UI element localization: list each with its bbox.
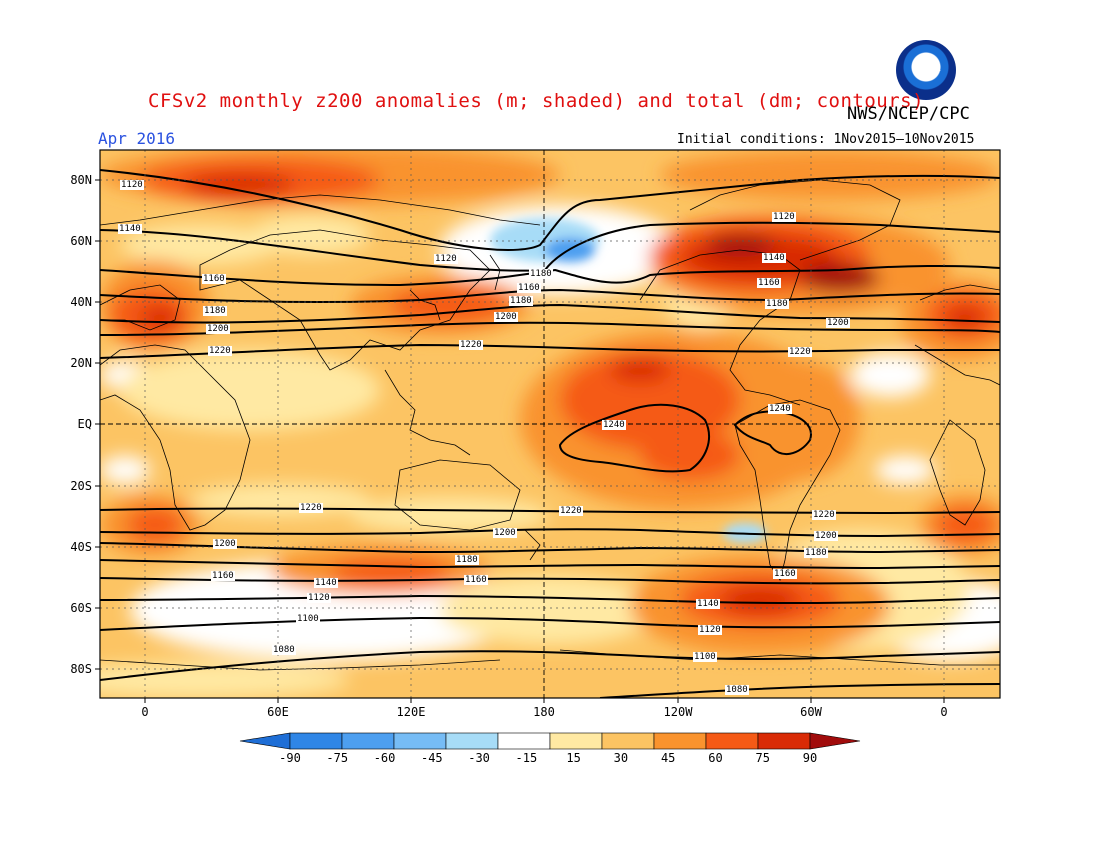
contour-label: 1200 (213, 539, 237, 549)
colorbar-tick-label: -90 (279, 751, 301, 765)
contour-label: 1100 (296, 614, 320, 624)
lat-label: EQ (77, 417, 92, 431)
contour-label: 1180 (765, 299, 789, 309)
shaded-anomalies (100, 150, 1000, 698)
height-contours (100, 169, 1000, 698)
colorbar-tick-label: -15 (515, 751, 538, 765)
contour-label: 1140 (314, 578, 338, 588)
lat-label: 60N (70, 234, 92, 248)
colorbar-swatch (497, 732, 551, 750)
colorbar-swatch (653, 732, 707, 750)
colorbar-tick-label: 45 (660, 751, 676, 765)
contour-label: 1120 (698, 625, 722, 635)
contour-label: 1140 (762, 253, 786, 263)
contour-label: 1180 (509, 296, 533, 306)
colorbar (239, 732, 861, 750)
contour-label: 1180 (529, 269, 553, 279)
lon-label: 120W (663, 705, 693, 719)
lat-label: 80S (70, 662, 92, 676)
colorbar-swatch (757, 732, 811, 750)
contour-label: 1160 (202, 274, 226, 284)
noaa-logo-text: NOAA (911, 64, 941, 74)
colorbar-swatch (445, 732, 499, 750)
contour-label: 1160 (211, 571, 235, 581)
colorbar-swatch (549, 732, 603, 750)
contour-label: 1200 (826, 318, 850, 328)
noaa-logo: NOAA (896, 40, 956, 100)
colorbar-tick-label: -75 (326, 751, 349, 765)
contour-label: 1160 (464, 575, 488, 585)
colorbar-tick-label: -45 (420, 751, 443, 765)
colorbar-swatch (341, 732, 395, 750)
contour-label: 1220 (559, 506, 583, 516)
colorbar-tick-label: 30 (613, 751, 629, 765)
lat-label: 20N (70, 356, 92, 370)
gridlines (100, 150, 1000, 698)
colorbar-tick-label: 15 (566, 751, 581, 765)
contour-label: 1180 (203, 306, 227, 316)
contour-label: 1240 (602, 420, 626, 430)
contour-label: 1200 (494, 312, 518, 322)
forecast-period: Apr 2016 (98, 129, 176, 148)
contour-label: 1220 (208, 346, 232, 356)
equator-dateline (100, 150, 1000, 698)
contour-label: 1080 (272, 645, 296, 655)
colorbar-max-arrow (809, 732, 861, 750)
agency-label: NWS/NCEP/CPC (847, 104, 970, 124)
contour-label: 1120 (307, 593, 331, 603)
lon-label: 60W (800, 705, 822, 719)
chart-title: CFSv2 monthly z200 anomalies (m; shaded)… (148, 90, 925, 112)
colorbar-tick-label: -30 (468, 751, 490, 765)
contour-label: 1240 (768, 404, 792, 414)
lat-label: 40S (70, 540, 92, 554)
contour-label: 1220 (459, 340, 483, 350)
contour-label: 1100 (693, 652, 717, 662)
lon-label: 0 (141, 705, 149, 719)
lat-label: 60S (70, 601, 92, 615)
lon-label: 120E (396, 705, 426, 719)
lon-label: 0 (940, 705, 948, 719)
contour-label: 1160 (757, 278, 781, 288)
contour-label: 1220 (788, 347, 812, 357)
initial-conditions: Initial conditions: 1Nov2015–10Nov2015 (677, 132, 975, 147)
contour-label: 1200 (493, 528, 517, 538)
colorbar-swatch (289, 732, 343, 750)
colorbar-swatch (393, 732, 447, 750)
colorbar-swatch (601, 732, 655, 750)
contour-label: 1200 (206, 324, 230, 334)
lon-label: 60E (267, 705, 289, 719)
lat-label: 40N (70, 295, 92, 309)
contour-label: 1120 (120, 180, 144, 190)
contour-label: 1220 (299, 503, 323, 513)
lat-label: 80N (70, 173, 92, 187)
colorbar-tick-label: -60 (373, 751, 396, 765)
colorbar-swatch (705, 732, 759, 750)
contour-label: 1220 (812, 510, 836, 520)
contour-label: 1120 (772, 212, 796, 222)
contour-label: 1140 (118, 224, 142, 234)
contour-label: 1160 (773, 569, 797, 579)
colorbar-min-arrow (239, 732, 291, 750)
contour-label: 1180 (804, 548, 828, 558)
colorbar-tick-label: 60 (708, 751, 723, 765)
lat-label: 20S (70, 479, 92, 493)
contour-label: 1200 (814, 531, 838, 541)
axis-ticks (95, 179, 945, 703)
contour-label: 1080 (725, 685, 749, 695)
contour-label: 1180 (455, 555, 479, 565)
contour-label: 1120 (434, 254, 458, 264)
contour-label: 1160 (517, 283, 541, 293)
contour-label: 1140 (696, 599, 720, 609)
colorbar-tick-label: 90 (802, 751, 818, 765)
colorbar-tick-label: 75 (755, 751, 770, 765)
lon-label: 180 (533, 705, 555, 719)
